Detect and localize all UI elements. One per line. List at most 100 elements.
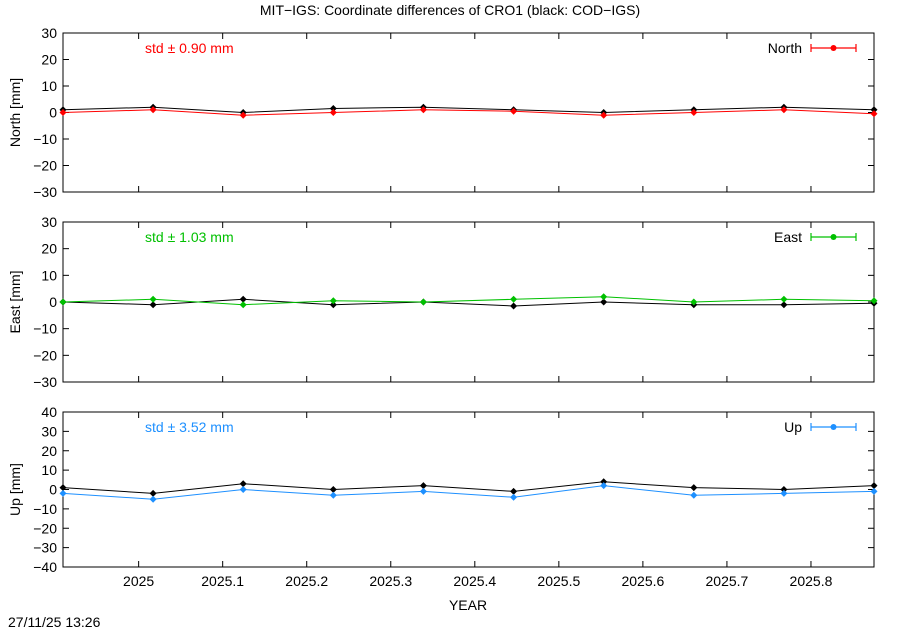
compare-series-point bbox=[419, 482, 427, 490]
compare-series-point bbox=[239, 295, 247, 303]
compare-series bbox=[59, 478, 878, 497]
y-tick-label: 20 bbox=[41, 52, 57, 68]
x-tick-label: 2025.3 bbox=[369, 573, 412, 589]
north-series-point bbox=[690, 109, 698, 116]
north-series-point bbox=[870, 110, 878, 118]
legend-label: East bbox=[774, 229, 802, 245]
y-axis-label: North [mm] bbox=[7, 78, 23, 147]
compare-series-point bbox=[600, 298, 608, 306]
y-tick-label: −20 bbox=[33, 347, 57, 363]
panel-east: −30 −20 −10 0 10 20 30 East [mm] std ± 1.03 mm Ea… bbox=[7, 214, 878, 390]
y-tick-label: 20 bbox=[41, 241, 57, 257]
std-annotation: std ± 0.90 mm bbox=[145, 40, 234, 56]
y-tick-label: 10 bbox=[41, 78, 57, 94]
x-axis-label: YEAR bbox=[449, 597, 487, 613]
east-series-point bbox=[780, 295, 788, 303]
plot-frame bbox=[62, 411, 875, 568]
compare-series-point bbox=[600, 478, 608, 486]
y-axis-label: East [mm] bbox=[7, 270, 23, 333]
up-series-point bbox=[870, 487, 878, 495]
y-tick-label: −10 bbox=[33, 501, 57, 517]
east-series-point bbox=[600, 293, 608, 301]
compare-series-line bbox=[62, 481, 875, 494]
compare-series-point bbox=[59, 484, 67, 492]
compare-series bbox=[59, 103, 878, 116]
north-series-line bbox=[62, 109, 875, 116]
panel-north: −30 −20 −10 0 10 20 30 North [mm] std ± 0.90 mm N… bbox=[7, 25, 878, 200]
plot-frame bbox=[62, 32, 875, 193]
y-tick-label: −20 bbox=[33, 520, 57, 536]
up-series-point bbox=[329, 491, 337, 499]
north-series bbox=[59, 106, 878, 119]
east-series-point bbox=[149, 295, 157, 303]
y-tick-label: 0 bbox=[49, 105, 57, 121]
north-series-point bbox=[239, 111, 247, 119]
x-tick-label: 2025 bbox=[123, 573, 154, 589]
north-series-point bbox=[510, 107, 518, 115]
compare-series-line bbox=[62, 106, 875, 114]
x-tick-label: 2025.7 bbox=[706, 573, 749, 589]
y-tick-label: −10 bbox=[33, 131, 57, 147]
east-series-point bbox=[690, 298, 698, 306]
y-tick-label: 40 bbox=[41, 404, 57, 420]
y-tick-label: 30 bbox=[41, 423, 57, 439]
compare-series-point bbox=[780, 301, 788, 309]
up-series-point bbox=[59, 489, 67, 497]
y-tick-label: 30 bbox=[41, 214, 57, 230]
up-series-point bbox=[690, 491, 698, 499]
north-series-point bbox=[329, 109, 337, 116]
y-tick-label: 10 bbox=[41, 462, 57, 478]
compare-series-point bbox=[510, 302, 518, 310]
compare-series-point bbox=[870, 482, 878, 490]
y-tick-label: 10 bbox=[41, 267, 57, 283]
north-series-point bbox=[149, 106, 157, 114]
compare-series-point bbox=[329, 301, 337, 309]
compare-series-point bbox=[870, 106, 878, 114]
north-series-point bbox=[59, 109, 67, 116]
compare-series-point bbox=[149, 489, 157, 497]
up-series-point bbox=[149, 495, 157, 503]
east-series-point bbox=[59, 298, 67, 306]
x-tick-label: 2025.4 bbox=[453, 573, 496, 589]
x-tick-label: 2025.2 bbox=[285, 573, 328, 589]
east-series-line bbox=[62, 296, 875, 306]
y-tick-label: −30 bbox=[33, 374, 57, 390]
plot-frame bbox=[62, 221, 875, 383]
up-series-line bbox=[62, 485, 875, 500]
compare-series-point bbox=[149, 301, 157, 309]
compare-series bbox=[59, 295, 878, 310]
panel-up: −40 −30 −20 −10 0 10 20 30 40 2025 2025.1 2025.2 202… bbox=[7, 404, 878, 589]
legend-marker bbox=[810, 44, 857, 52]
east-series-point bbox=[419, 298, 427, 306]
east-series-point bbox=[510, 295, 518, 303]
east-series-point bbox=[329, 297, 337, 305]
compare-series-point bbox=[780, 486, 788, 493]
east-series-point bbox=[870, 297, 878, 305]
x-tick-label: 2025.5 bbox=[537, 573, 580, 589]
y-tick-label: 0 bbox=[49, 294, 57, 310]
y-tick-label: −30 bbox=[33, 540, 57, 556]
x-tick-label: 2025.8 bbox=[790, 573, 833, 589]
y-tick-label: −20 bbox=[33, 158, 57, 174]
legend-label: Up bbox=[784, 419, 802, 435]
legend-label: North bbox=[768, 40, 802, 56]
up-series-point bbox=[600, 482, 608, 490]
north-series-point bbox=[419, 106, 427, 114]
y-tick-label: 20 bbox=[41, 443, 57, 459]
legend-marker bbox=[810, 423, 857, 431]
compare-series-point bbox=[239, 480, 247, 488]
east-series bbox=[59, 293, 878, 309]
compare-series-point bbox=[329, 105, 337, 112]
y-axis-label: Up [mm] bbox=[7, 463, 23, 516]
compare-series-point bbox=[690, 484, 698, 492]
east-series-point bbox=[239, 301, 247, 309]
chart-title: MIT−IGS: Coordinate differences of CRO1 … bbox=[260, 2, 640, 18]
up-series bbox=[59, 482, 878, 503]
panels: −30 −20 −10 0 10 20 30 North [mm] std ± 0.90 mm N… bbox=[7, 25, 878, 589]
x-tick-label: 2025.1 bbox=[201, 573, 244, 589]
y-tick-label: −40 bbox=[33, 559, 57, 575]
y-tick-label: −10 bbox=[33, 321, 57, 337]
y-tick-label: −30 bbox=[33, 184, 57, 200]
y-tick-label: 0 bbox=[49, 482, 57, 498]
